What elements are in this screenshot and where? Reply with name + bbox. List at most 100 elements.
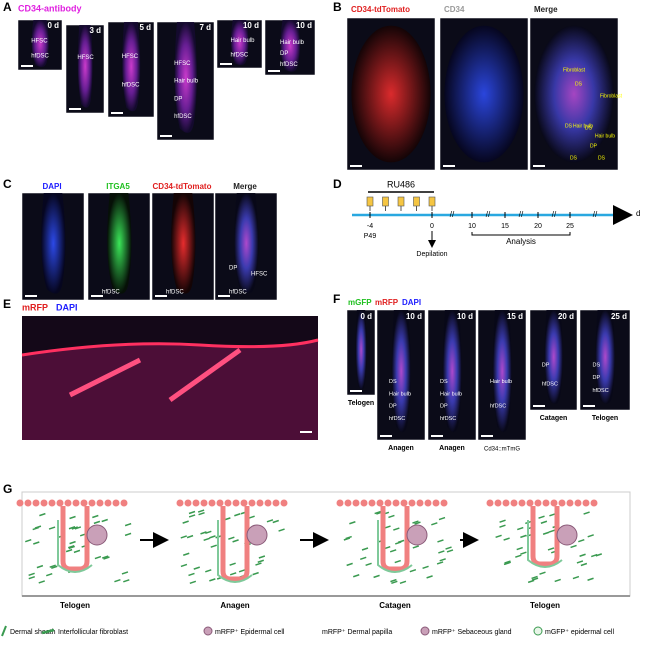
fibroblast	[390, 578, 397, 583]
fibroblast	[538, 515, 545, 519]
fibroblast	[495, 534, 502, 539]
fibroblast	[67, 544, 75, 549]
epidermal-cell	[264, 499, 272, 507]
annotation: hfDSC	[122, 83, 140, 89]
fibroblast	[587, 534, 594, 538]
epidermal-cell	[352, 499, 360, 507]
fibroblast	[69, 515, 76, 520]
fibroblast	[431, 522, 438, 526]
sebaceous-gland	[556, 524, 578, 546]
axis-break: //	[593, 210, 598, 219]
fibroblast	[71, 526, 79, 530]
fibroblast	[210, 544, 217, 548]
channel-label: Merge	[233, 182, 257, 191]
fibroblast	[547, 547, 555, 551]
annotation: HFSC	[122, 54, 139, 60]
fibroblast	[343, 537, 351, 541]
axis-break: //	[486, 210, 491, 219]
age-label: P49	[364, 233, 377, 240]
annotation: Fibroblast	[563, 67, 586, 73]
legend-icon	[41, 628, 55, 635]
event-label: Depilation	[416, 251, 447, 258]
epidermal-cell	[550, 499, 558, 507]
channel-label: Merge	[534, 5, 558, 14]
epidermal-cell	[232, 499, 240, 507]
sebaceous-gland	[246, 524, 268, 546]
fibroblast	[68, 545, 75, 550]
day-label: 25	[566, 223, 574, 230]
legend-item: Dermal sheath	[10, 629, 56, 636]
follicle	[220, 506, 250, 582]
fibroblast	[272, 519, 279, 524]
annotation: hfDSC	[389, 416, 405, 422]
annotation: Hair bulb	[231, 38, 256, 44]
fibroblast	[28, 572, 35, 576]
fibroblast	[73, 549, 81, 554]
epidermal-cell	[440, 499, 448, 507]
sebaceous-gland	[86, 524, 108, 546]
timepoint: 15 d	[507, 312, 523, 321]
fibroblast	[51, 565, 58, 569]
channel-label: mGFP	[348, 298, 372, 307]
channel-label: CD34-tdTomato	[351, 5, 410, 14]
annotation: Hair bulb	[174, 79, 199, 85]
legend-item: mRFP⁺ Sebaceous gland	[432, 629, 512, 636]
micrograph-tissue	[492, 310, 512, 433]
fibroblast	[34, 525, 42, 529]
fibroblast	[438, 550, 445, 554]
fibroblast	[248, 515, 255, 519]
dermal-sheath	[217, 520, 253, 583]
epidermal-cell	[224, 499, 232, 507]
epidermal-cell	[360, 499, 368, 507]
follicle	[60, 506, 90, 572]
epidermal-cell	[248, 499, 256, 507]
epidermal-cell	[112, 499, 120, 507]
annotation: hfDSC	[174, 114, 192, 120]
micrograph-tissue	[351, 25, 431, 163]
epidermal-cell	[240, 499, 248, 507]
fibroblast	[200, 531, 207, 535]
fibroblast	[499, 524, 506, 528]
annotation: DP	[593, 375, 601, 381]
fibroblast	[520, 551, 527, 555]
fibroblast	[580, 562, 588, 567]
fibroblast	[531, 577, 539, 581]
sebaceous-gland	[406, 524, 428, 546]
epidermal-cell	[176, 499, 184, 507]
fibroblast	[25, 538, 32, 543]
legend-icon	[420, 626, 430, 636]
epidermal-cell	[272, 499, 280, 507]
day-label: -4	[367, 223, 373, 230]
epidermal-cell	[590, 499, 598, 507]
fibroblast	[393, 527, 400, 531]
annotation: DS	[593, 362, 601, 368]
day-label: 10	[468, 223, 476, 230]
annotation: hfDSC	[229, 290, 247, 296]
fibroblast	[373, 574, 380, 579]
fibroblast	[258, 555, 266, 559]
axis-break: //	[450, 210, 455, 219]
micrograph-tissue	[544, 310, 563, 404]
annotation: Hair bulb	[595, 133, 615, 139]
dermal-sheath	[57, 520, 93, 573]
legend-icon	[533, 626, 543, 636]
annotation: DP	[174, 96, 182, 102]
epidermal-cell	[408, 499, 416, 507]
epidermal-cell	[56, 499, 64, 507]
panel-letter: C	[3, 177, 12, 191]
epidermal-cell	[344, 499, 352, 507]
legend-icon	[1, 625, 7, 637]
epidermal-cell	[256, 499, 264, 507]
fibroblast	[540, 520, 548, 524]
dermal-sheath	[527, 520, 563, 568]
annotation: DP	[542, 362, 550, 368]
fibroblast	[193, 566, 200, 570]
epidermal-cell	[416, 499, 424, 507]
fibroblast	[349, 521, 356, 525]
fibroblast	[101, 518, 108, 523]
epidermal-cell	[534, 499, 542, 507]
epidermal-cell	[582, 499, 590, 507]
epidermal-cell	[526, 499, 534, 507]
epidermal-cell	[72, 499, 80, 507]
channel-label: DAPI	[402, 298, 421, 307]
